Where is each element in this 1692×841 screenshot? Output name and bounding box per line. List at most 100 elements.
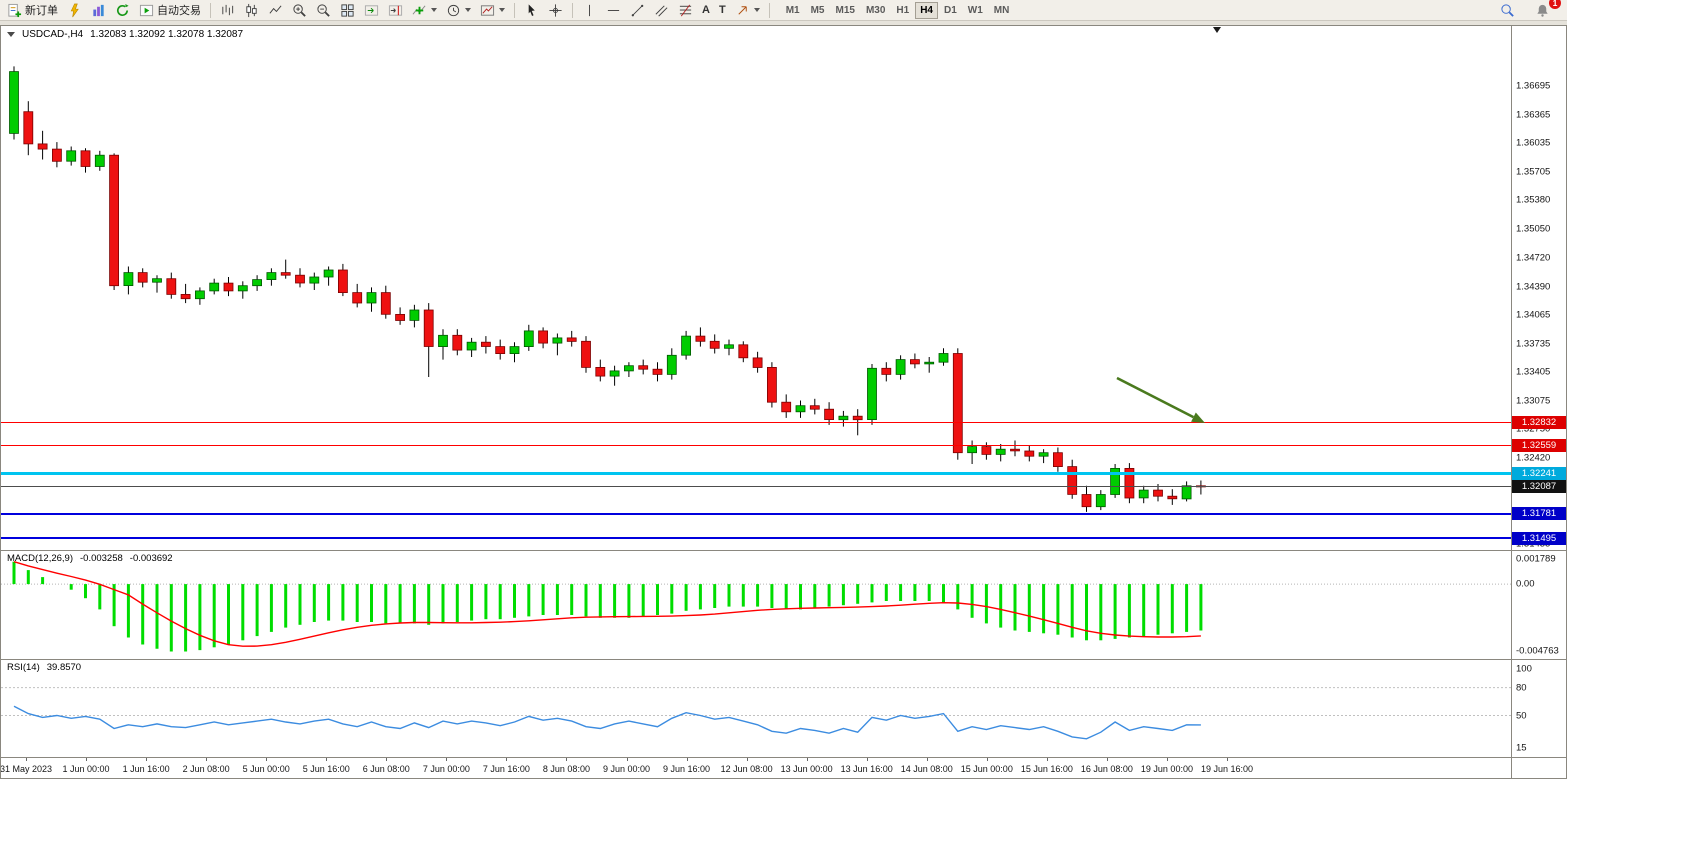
templates-icon — [480, 4, 495, 16]
profiles-button[interactable] — [87, 1, 110, 20]
timeframe-H4[interactable]: H4 — [915, 1, 938, 19]
price-tick: 1.34390 — [1516, 281, 1551, 293]
timeframe-M15[interactable]: M15 — [831, 2, 860, 19]
zoom-out-button[interactable] — [312, 1, 335, 20]
one-click-trading-toggle[interactable] — [7, 32, 15, 37]
horizontal-line-button[interactable] — [602, 1, 625, 20]
timeframe-M1[interactable]: M1 — [781, 2, 805, 19]
time-label: 5 Jun 00:00 — [242, 764, 290, 774]
crosshair-button[interactable] — [544, 1, 567, 20]
chart-shift-marker[interactable] — [1213, 27, 1221, 33]
toolbar-separator — [210, 2, 211, 18]
timeframe-H1[interactable]: H1 — [891, 2, 914, 19]
time-tick-mark — [986, 758, 988, 761]
bar-chart-mode-button[interactable] — [216, 1, 239, 20]
rsi-panel[interactable]: RSI(14) 39.8570 — [1, 659, 1511, 757]
new-chart-button[interactable] — [63, 1, 86, 20]
hline-1.31495[interactable] — [1, 537, 1511, 540]
time-label: 16 Jun 08:00 — [1080, 764, 1133, 774]
time-label: 15 Jun 00:00 — [960, 764, 1013, 774]
macd-main-value: -0.003258 — [80, 553, 123, 564]
timeframe-D1[interactable]: D1 — [939, 2, 962, 19]
templates-button[interactable] — [476, 1, 509, 20]
hline-1.32559[interactable] — [1, 445, 1511, 447]
tile-windows-button[interactable] — [336, 1, 359, 20]
rsi-label: RSI(14) 39.8570 — [7, 662, 81, 673]
refresh-button[interactable] — [111, 1, 134, 20]
auto-scroll-button[interactable] — [360, 1, 383, 20]
label-tool-button[interactable]: T — [715, 1, 730, 20]
hline-1.31781[interactable] — [1, 512, 1511, 515]
text-tool-glyph: A — [702, 4, 710, 16]
vertical-line-button[interactable] — [578, 1, 601, 20]
hline-1.32241[interactable] — [1, 471, 1511, 475]
macd-panel[interactable]: MACD(12,26,9) -0.003258 -0.003692 — [1, 550, 1511, 659]
periods-clock-icon — [447, 4, 460, 16]
axis-corner — [1511, 757, 1566, 778]
hline-1.32087[interactable] — [1, 486, 1511, 488]
search-button[interactable] — [1496, 1, 1519, 20]
fibonacci-button[interactable] — [674, 1, 697, 20]
notifications-button[interactable]: 1 — [1531, 0, 1561, 20]
time-tick-mark — [566, 758, 568, 761]
crosshair-icon — [549, 3, 562, 17]
time-label: 13 Jun 16:00 — [840, 764, 893, 774]
price-chart-area[interactable]: USDCAD-,H4 1.32083 1.32092 1.32078 1.320… — [1, 26, 1511, 550]
arrows-tool-button[interactable] — [731, 1, 764, 20]
hline-1.32832[interactable] — [1, 421, 1511, 423]
toolbar-separator — [514, 2, 515, 18]
time-axis[interactable]: 31 May 2023 1 Jun 00:00 1 Jun 16:00 2 Jun 0… — [1, 757, 1511, 778]
equidistant-channel-button[interactable] — [650, 1, 673, 20]
periods-button[interactable] — [442, 1, 475, 20]
zoom-in-button[interactable] — [288, 1, 311, 20]
timeframe-MN[interactable]: MN — [989, 2, 1015, 19]
periods-caret-icon — [465, 8, 471, 12]
time-label: 19 Jun 16:00 — [1200, 764, 1254, 774]
rsi-axis-tick: 100 — [1516, 663, 1532, 675]
price-tick: 1.34720 — [1516, 252, 1551, 264]
refresh-icon — [116, 3, 129, 16]
line-chart-mode-button[interactable] — [264, 1, 287, 20]
cursor-button[interactable] — [520, 1, 543, 20]
rsi-line-chart — [1, 687, 1511, 740]
price-tick: 1.35705 — [1516, 166, 1551, 178]
auto-trading-button[interactable]: 自动交易 — [135, 1, 205, 20]
text-tool-button[interactable]: A — [698, 1, 714, 20]
price-tick: 1.32750 — [1516, 423, 1551, 435]
templates-caret-icon — [499, 8, 505, 12]
chart-ohlc-values: 1.32083 1.32092 1.32078 1.32087 — [90, 29, 244, 40]
time-tick-mark — [206, 758, 208, 761]
time-label: 1 Jun 00:00 — [62, 764, 110, 774]
timeframe-W1[interactable]: W1 — [963, 2, 988, 19]
price-tick: 1.35050 — [1516, 223, 1551, 235]
time-label: 2 Jun 08:00 — [182, 764, 230, 774]
price-badge-1.32559: 1.32559 — [1512, 439, 1566, 453]
workspace-strip — [0, 21, 1567, 25]
time-tick-mark — [1166, 758, 1168, 761]
time-tick-mark — [1227, 758, 1228, 761]
candlestick-mode-button[interactable] — [240, 1, 263, 20]
time-label: 9 Jun 16:00 — [663, 764, 711, 774]
line-chart-mode-icon — [269, 5, 282, 14]
chart-shift-button[interactable] — [384, 1, 407, 20]
time-label: 7 Jun 16:00 — [482, 764, 530, 774]
time-tick-mark — [26, 758, 27, 761]
macd-axis-tick: 0.00 — [1516, 578, 1535, 590]
candlestick-mode-icon — [246, 3, 257, 17]
timeframe-M30[interactable]: M30 — [861, 2, 890, 19]
time-label: 6 Jun 08:00 — [362, 764, 410, 774]
auto-scroll-icon — [364, 4, 379, 16]
timeframe-M5[interactable]: M5 — [806, 2, 830, 19]
rsi-axis-tick: 80 — [1516, 682, 1527, 694]
time-tick-mark — [1046, 758, 1048, 761]
new-order-button[interactable]: 新订单 — [3, 1, 62, 20]
price-tick: 1.35380 — [1516, 194, 1551, 206]
auto-trading-label: 自动交易 — [157, 5, 201, 17]
time-tick-mark — [506, 758, 508, 761]
trendline-button[interactable] — [626, 1, 649, 20]
time-tick-mark — [746, 758, 748, 761]
price-axis[interactable]: 1.32832 1.32559 1.32241 1.32087 1.31781 1.314… — [1511, 26, 1566, 550]
price-badge-1.31781: 1.31781 — [1512, 507, 1566, 521]
indicators-button[interactable] — [408, 1, 441, 20]
bar-chart-mode-icon — [222, 4, 234, 15]
